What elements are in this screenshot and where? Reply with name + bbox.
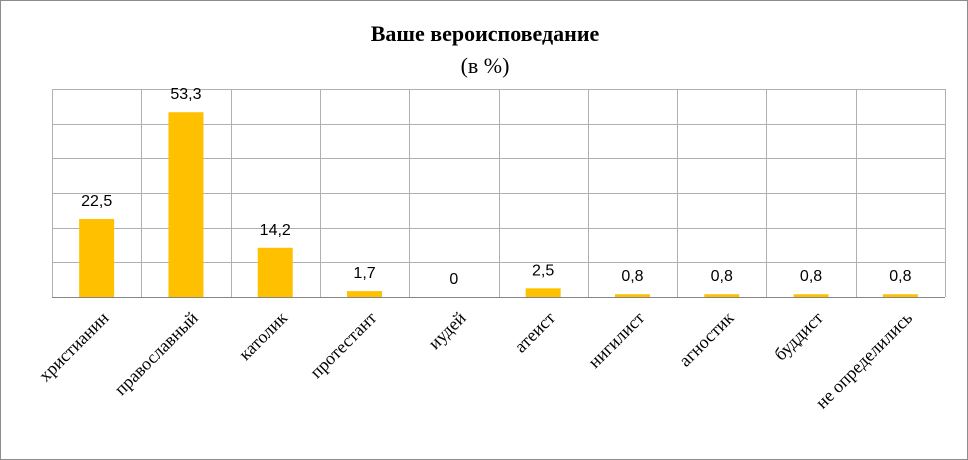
category-label-6: атеист [510,308,559,357]
data-label-10: 0,8 [889,268,911,285]
plot-area: 22,5 христианин 53,3 православный 14,2 католи… [35,86,946,412]
data-label-5: 0 [449,271,458,288]
chart-subtitle: (в %) [461,53,510,78]
data-label-3: 14,2 [260,222,291,239]
bar-6 [525,288,561,297]
data-label-1: 22,5 [81,193,112,210]
category-label-3: католик [235,308,292,365]
category-label-7: нигилист [584,308,648,372]
category-label-2: православный [110,307,202,399]
category-label-1: христианин [35,307,113,385]
bar-2 [168,112,204,297]
bar-7 [614,294,650,297]
data-label-6: 2,5 [532,262,554,279]
category-label-5: иудей [424,307,470,353]
category-label-9: буддист [770,308,827,365]
bar-10 [882,294,918,297]
category-label-10: не определились [811,308,916,413]
data-label-8: 0,8 [711,268,733,285]
bar-1 [79,219,115,297]
bar-3 [257,247,293,297]
category-label-4: протестант [306,308,381,383]
bar-8 [704,294,740,297]
data-label-2: 53,3 [170,86,201,103]
chart-title: Ваше вероисповедание [371,21,600,46]
bar-9 [793,294,829,297]
category-label-8: агностик [675,308,738,371]
data-label-4: 1,7 [353,265,375,282]
data-label-9: 0,8 [800,268,822,285]
data-label-7: 0,8 [621,268,643,285]
bar-4 [347,291,383,297]
